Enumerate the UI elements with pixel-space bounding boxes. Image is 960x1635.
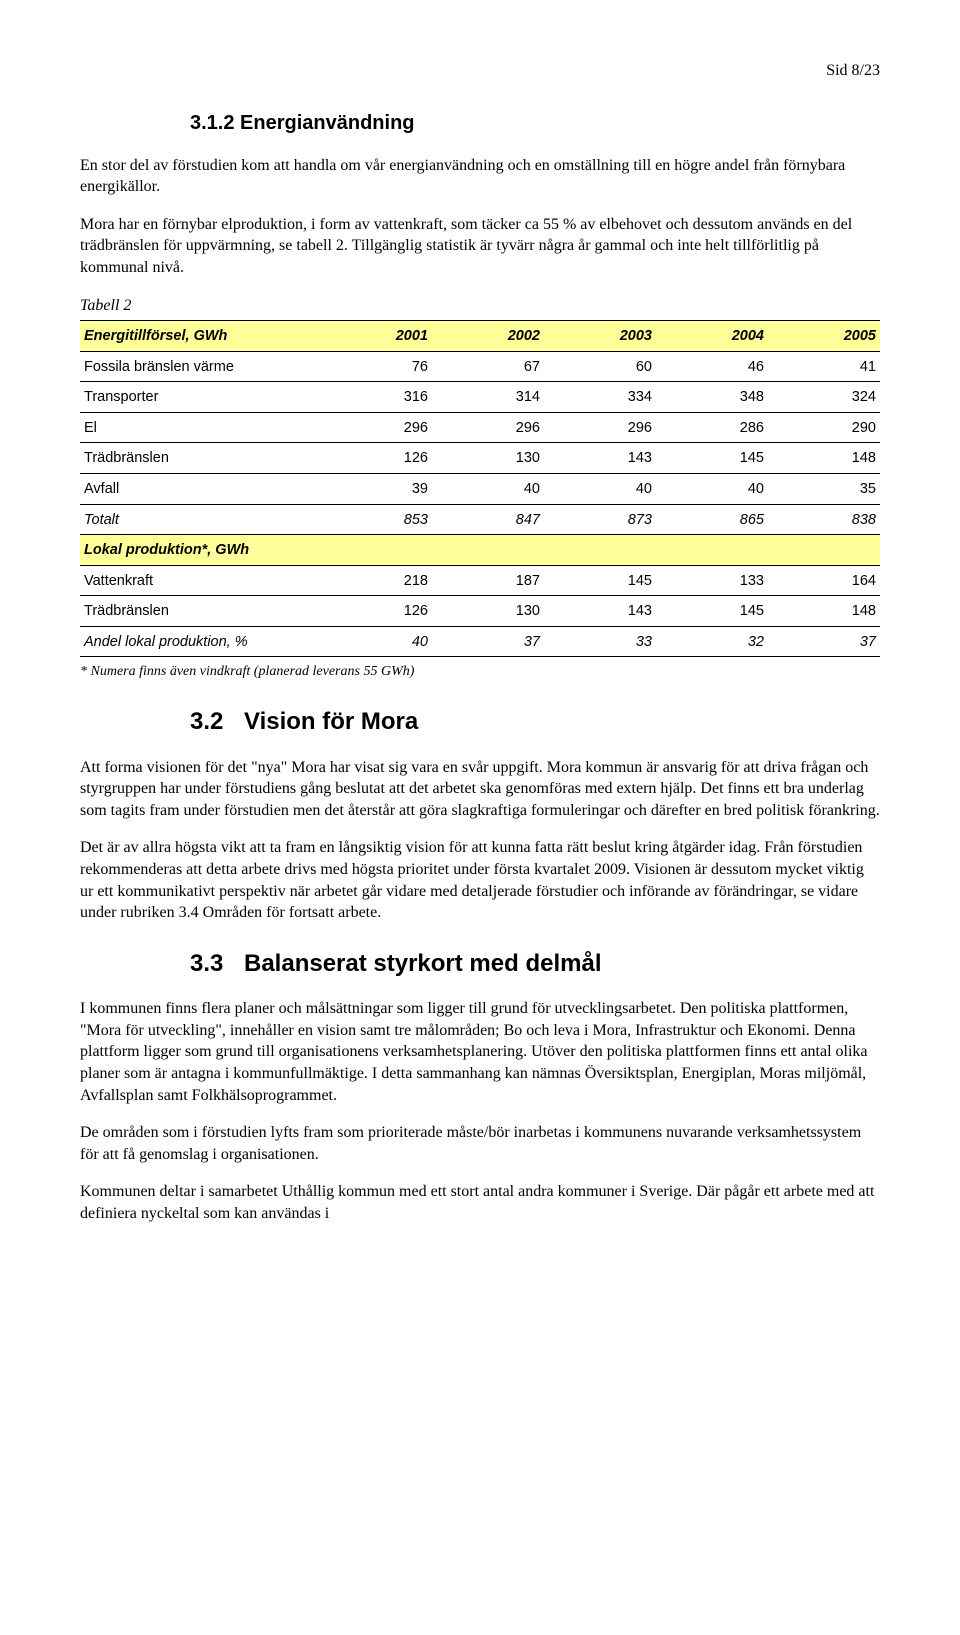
table-cell: 40: [432, 473, 544, 504]
table-header-cell: 2001: [320, 321, 432, 352]
table-cell: 40: [320, 626, 432, 657]
table-cell: 126: [320, 596, 432, 627]
table-cell: Andel lokal produktion, %: [80, 626, 320, 657]
table-cell: 37: [768, 626, 880, 657]
table-section1-header: Energitillförsel, GWh 2001 2002 2003 200…: [80, 321, 880, 352]
heading-text: Balanserat styrkort med delmål: [244, 950, 601, 977]
table-andel-row: Andel lokal produktion, % 40 37 33 32 37: [80, 626, 880, 657]
table-row: Trädbränslen126130143145148: [80, 596, 880, 627]
table-cell: 33: [544, 626, 656, 657]
table-cell: 314: [432, 382, 544, 413]
table-cell: 143: [544, 443, 656, 474]
table-cell: 145: [544, 565, 656, 596]
table-cell: 133: [656, 565, 768, 596]
paragraph-2: Mora har en förnybar elproduktion, i for…: [80, 214, 880, 279]
paragraph-3: Att forma visionen för det "nya" Mora ha…: [80, 757, 880, 822]
table-row: Avfall3940404035: [80, 473, 880, 504]
heading-33: 3.3Balanserat styrkort med delmål: [190, 948, 880, 980]
table-header-cell: 2002: [432, 321, 544, 352]
table-cell: 40: [544, 473, 656, 504]
table-row: Vattenkraft218187145133164: [80, 565, 880, 596]
heading-number: 3.3: [190, 948, 244, 980]
table-cell: 290: [768, 412, 880, 443]
table-cell: 296: [544, 412, 656, 443]
table-header-cell: 2003: [544, 321, 656, 352]
page-number: Sid 8/23: [80, 60, 880, 82]
table-cell: 218: [320, 565, 432, 596]
table-row: El296296296286290: [80, 412, 880, 443]
table-cell: 296: [432, 412, 544, 443]
table-cell: 41: [768, 351, 880, 382]
paragraph-1: En stor del av förstudien kom att handla…: [80, 155, 880, 198]
table-cell: 40: [656, 473, 768, 504]
table-header-cell: 2004: [656, 321, 768, 352]
table-row: Transporter316314334348324: [80, 382, 880, 413]
table-cell: 865: [656, 504, 768, 535]
table-cell: Trädbränslen: [80, 443, 320, 474]
heading-number: 3.2: [190, 706, 244, 738]
table-cell: 37: [432, 626, 544, 657]
table-cell: Vattenkraft: [80, 565, 320, 596]
table-cell: 145: [656, 596, 768, 627]
table-section2-header: Lokal produktion*, GWh: [80, 535, 880, 566]
table-cell: 334: [544, 382, 656, 413]
table-cell: 838: [768, 504, 880, 535]
table-row: Trädbränslen126130143145148: [80, 443, 880, 474]
table-cell: 32: [656, 626, 768, 657]
table-caption: Tabell 2: [80, 295, 880, 317]
table-cell: 286: [656, 412, 768, 443]
table-cell: 296: [320, 412, 432, 443]
paragraph-7: Kommunen deltar i samarbetet Uthållig ko…: [80, 1181, 880, 1224]
table-cell: 76: [320, 351, 432, 382]
table-cell: 853: [320, 504, 432, 535]
table-footnote: * Numera finns även vindkraft (planerad …: [80, 663, 880, 682]
heading-312: 3.1.2 Energianvändning: [190, 110, 880, 137]
paragraph-6: De områden som i förstudien lyfts fram s…: [80, 1122, 880, 1165]
table-cell: Transporter: [80, 382, 320, 413]
table-cell: 148: [768, 443, 880, 474]
paragraph-4: Det är av allra högsta vikt att ta fram …: [80, 837, 880, 923]
table-header-cell: Energitillförsel, GWh: [80, 321, 320, 352]
table-header-cell: 2005: [768, 321, 880, 352]
heading-32: 3.2Vision för Mora: [190, 706, 880, 738]
table-cell: 873: [544, 504, 656, 535]
table-cell: 35: [768, 473, 880, 504]
table-cell: 130: [432, 596, 544, 627]
table-header-cell: Lokal produktion*, GWh: [80, 535, 880, 566]
table-cell: 148: [768, 596, 880, 627]
table-cell: 164: [768, 565, 880, 596]
table-cell: 46: [656, 351, 768, 382]
paragraph-5: I kommunen finns flera planer och målsät…: [80, 998, 880, 1106]
table-row: Fossila bränslen värme7667604641: [80, 351, 880, 382]
energy-table: Energitillförsel, GWh 2001 2002 2003 200…: [80, 320, 880, 657]
table-cell: Fossila bränslen värme: [80, 351, 320, 382]
table-cell: 847: [432, 504, 544, 535]
table-cell: 348: [656, 382, 768, 413]
table-cell: 130: [432, 443, 544, 474]
heading-text: Vision för Mora: [244, 708, 418, 735]
table-cell: Trädbränslen: [80, 596, 320, 627]
table-cell: 145: [656, 443, 768, 474]
table-cell: 324: [768, 382, 880, 413]
table-cell: 39: [320, 473, 432, 504]
table-cell: Avfall: [80, 473, 320, 504]
table-cell: 316: [320, 382, 432, 413]
table-cell: 60: [544, 351, 656, 382]
table-cell: Totalt: [80, 504, 320, 535]
table-cell: El: [80, 412, 320, 443]
table-cell: 126: [320, 443, 432, 474]
table-cell: 67: [432, 351, 544, 382]
table-cell: 143: [544, 596, 656, 627]
table-cell: 187: [432, 565, 544, 596]
table-total-row: Totalt 853 847 873 865 838: [80, 504, 880, 535]
